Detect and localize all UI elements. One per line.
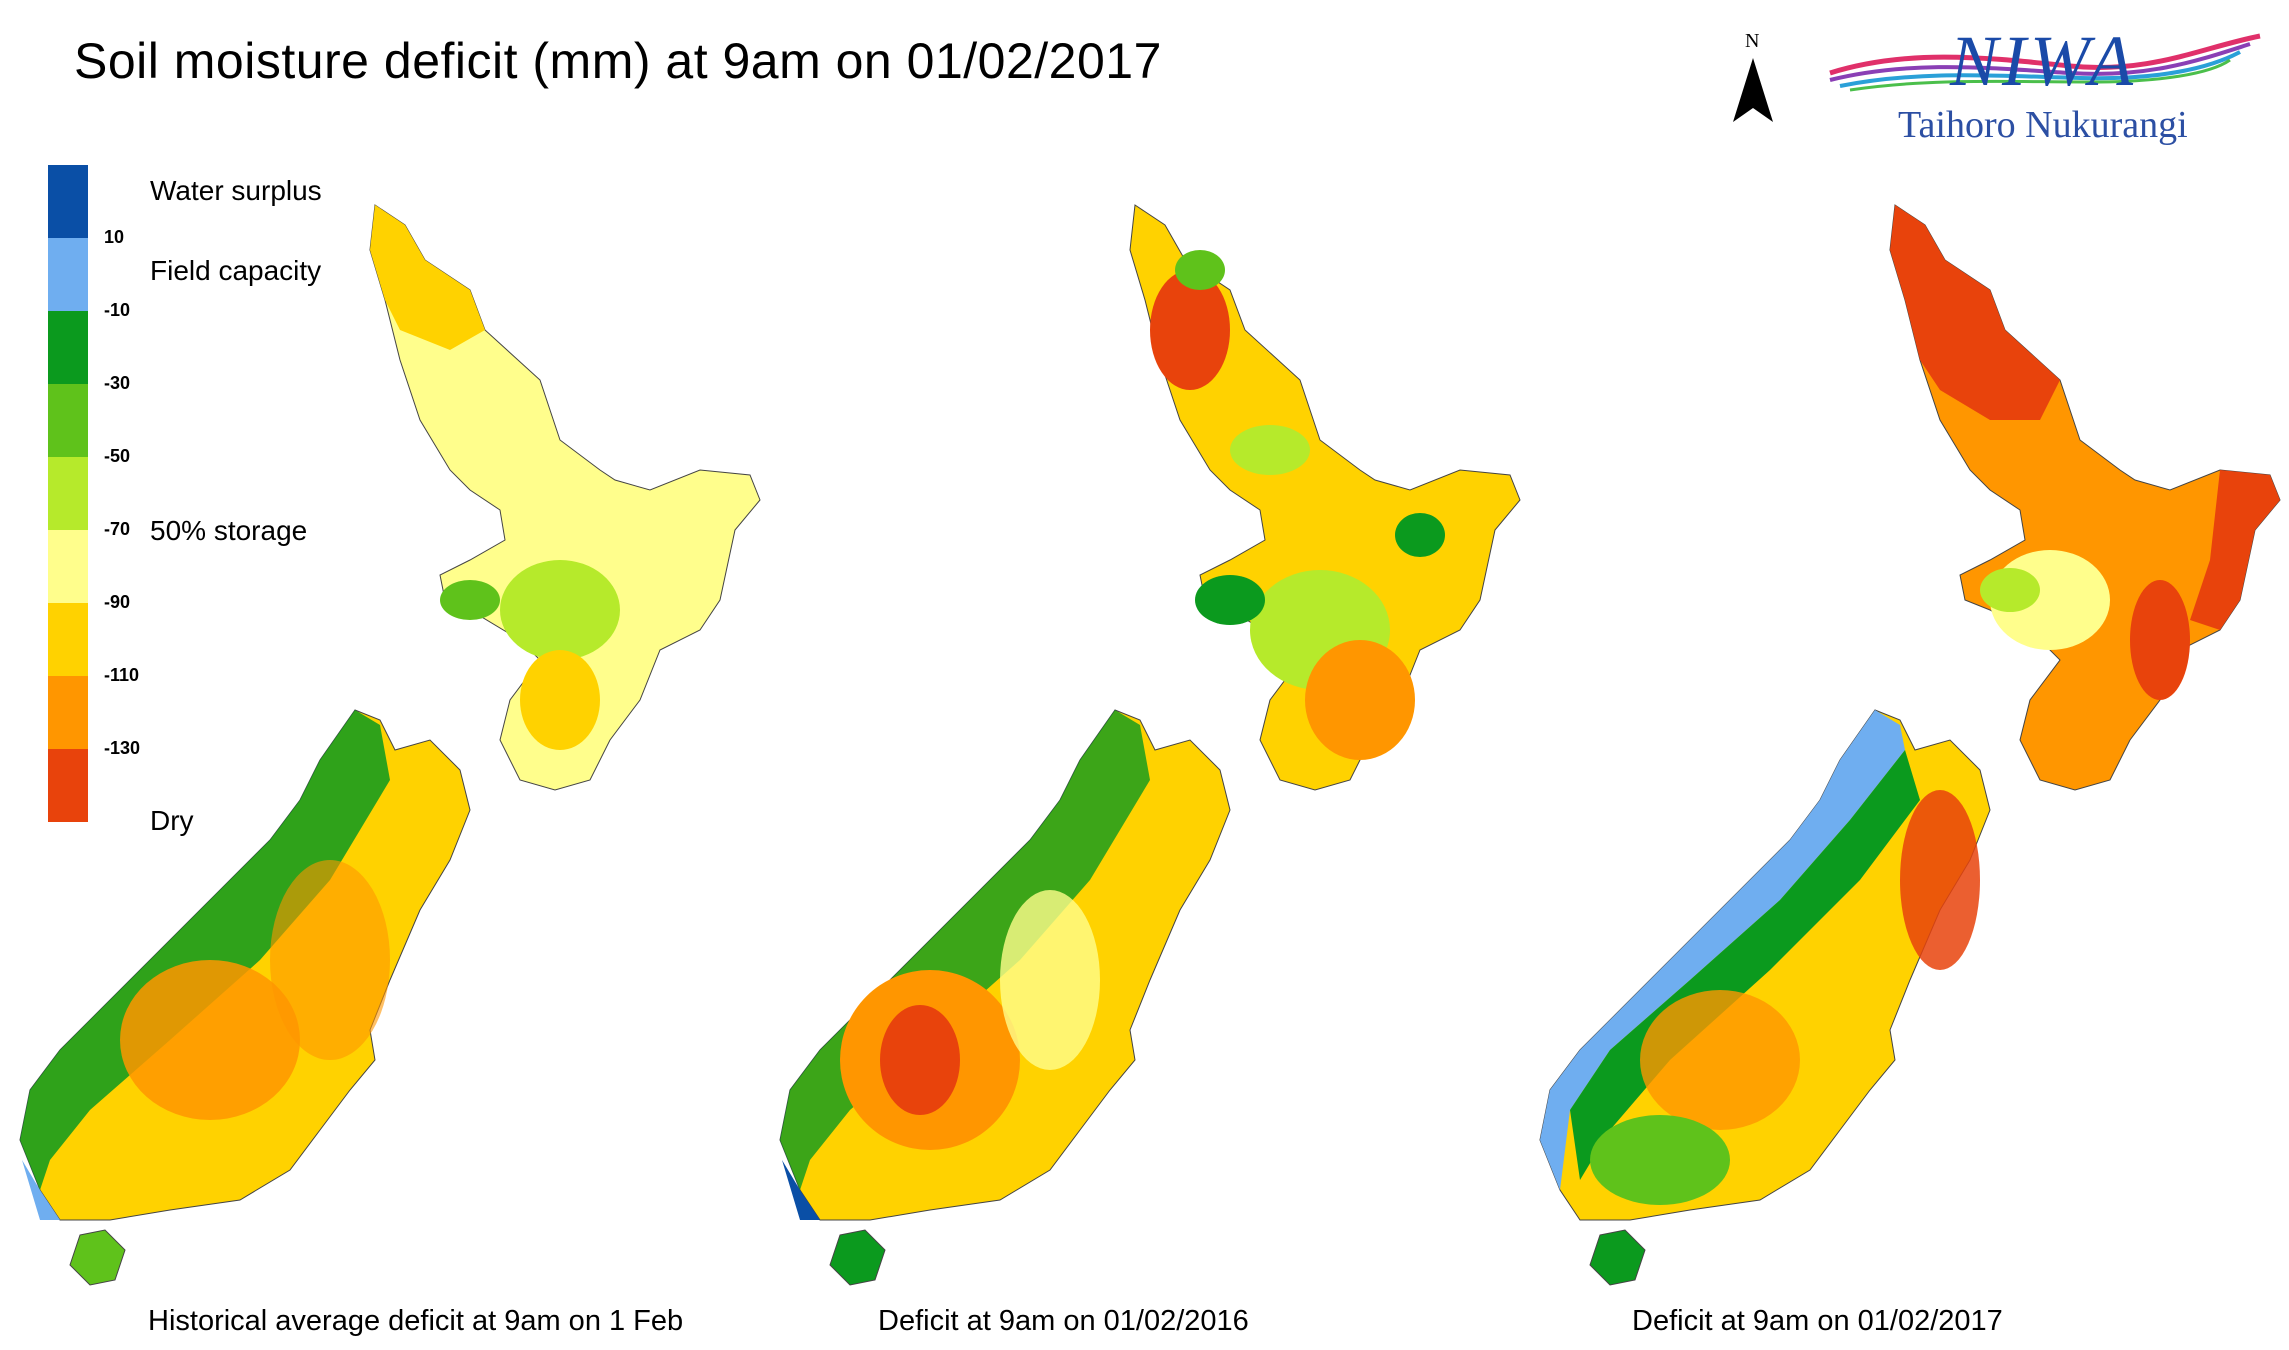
- legend-label-dry: Dry: [150, 805, 194, 836]
- map-2016: [779, 204, 1521, 1286]
- legend-tick: -130: [104, 738, 141, 758]
- legend-swatch: [48, 530, 88, 603]
- legend-swatch: [48, 165, 88, 238]
- legend-swatch: [48, 238, 88, 311]
- legend-label-field-capacity: Field capacity: [150, 255, 322, 286]
- legend-swatch: [48, 676, 88, 749]
- map-historical-average: [19, 204, 761, 1286]
- legend-swatch: [48, 603, 88, 676]
- legend-label-storage: 50% storage: [150, 515, 308, 546]
- legend-tick: -70: [104, 519, 131, 539]
- caption-2017: Deficit at 9am on 01/02/2017: [1632, 1305, 2003, 1337]
- color-legend: 10 -10 -30 -50 -70 -90 -110 -130 Water s…: [48, 165, 348, 836]
- maps-area: [19, 204, 2281, 1286]
- legend-tick: -30: [104, 373, 131, 393]
- map-title: Soil moisture deficit (mm) at 9am on 01/…: [74, 33, 1162, 89]
- legend-tick: -10: [104, 300, 131, 320]
- legend-tick: -50: [104, 446, 131, 466]
- north-arrow-icon: [1733, 58, 1773, 122]
- map-2017: [1539, 204, 2281, 1286]
- niwa-logo: NIWA Taihoro Nukurangi: [1820, 18, 2265, 153]
- legend-swatch: [48, 311, 88, 384]
- legend-label-water-surplus: Water surplus: [150, 175, 322, 206]
- legend-color-bar: [48, 165, 88, 822]
- logo-name: NIWA: [1950, 21, 2137, 101]
- caption-historical: Historical average deficit at 9am on 1 F…: [148, 1305, 684, 1337]
- legend-tick: -90: [104, 592, 131, 612]
- legend-tick: 10: [104, 227, 125, 247]
- legend-swatch: [48, 457, 88, 530]
- legend-swatch: [48, 749, 88, 822]
- niwa-swoosh-icon: [1829, 33, 2261, 92]
- legend-swatch: [48, 384, 88, 457]
- caption-2016: Deficit at 9am on 01/02/2016: [878, 1305, 1249, 1337]
- north-arrow: N: [1728, 30, 1778, 125]
- north-label: N: [1745, 30, 1760, 52]
- legend-tick: -110: [104, 665, 140, 685]
- logo-subtitle: Taihoro Nukurangi: [1898, 104, 2188, 146]
